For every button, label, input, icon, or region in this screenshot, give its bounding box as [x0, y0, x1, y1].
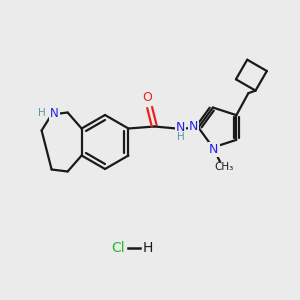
- Text: N: N: [50, 107, 59, 120]
- Text: N: N: [176, 121, 185, 134]
- Text: CH₃: CH₃: [214, 163, 233, 172]
- Text: Cl: Cl: [111, 241, 125, 255]
- Text: H: H: [38, 109, 46, 118]
- Text: O: O: [142, 91, 152, 104]
- Text: H: H: [143, 241, 153, 255]
- Text: H: H: [176, 133, 184, 142]
- Text: N: N: [209, 143, 219, 156]
- Text: N: N: [189, 120, 198, 133]
